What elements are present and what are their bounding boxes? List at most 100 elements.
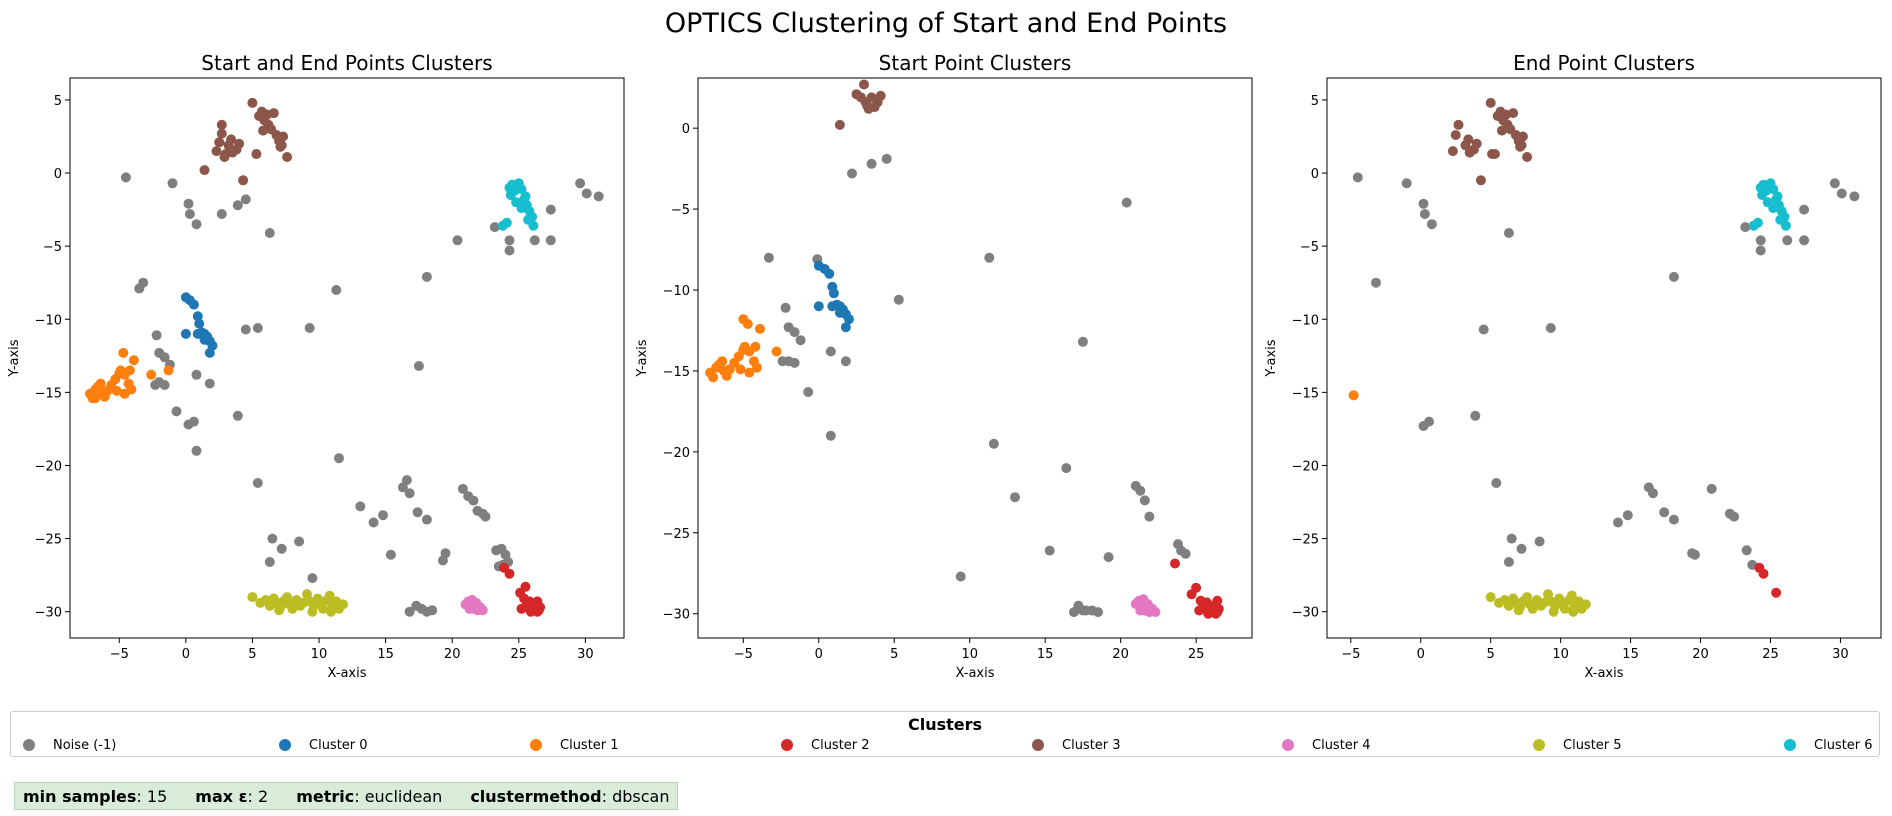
data-point [803,387,814,397]
y-tick-label: 0 [682,122,690,137]
data-point [267,533,278,544]
data-point [1849,191,1860,202]
data-point [1044,545,1055,556]
data-point [834,307,845,318]
data-point [216,209,227,219]
x-tick-label: 15 [377,647,394,662]
data-point [516,203,527,214]
data-point [1478,324,1489,335]
data-point [789,327,800,338]
y-tick-label: −10 [663,284,690,299]
data-point [1799,204,1810,215]
y-tick-label: −30 [35,606,62,621]
data-point [111,385,122,396]
figure-title: OPTICS Clustering of Start and End Point… [665,8,1227,39]
x-tick-label: 10 [961,647,978,662]
data-point [191,369,202,380]
data-point [118,347,129,358]
data-point [1755,182,1766,193]
legend-marker-cluster-4 [1282,739,1294,751]
y-tick-label: −5 [43,240,62,255]
data-point [1170,558,1180,569]
data-point [214,137,225,148]
data-point [1491,478,1502,488]
data-point [146,369,157,380]
y-tick-label: −20 [663,446,690,461]
data-point [247,592,258,603]
data-point [738,314,749,325]
axes-frame [69,77,625,639]
axes-frame [1326,77,1882,639]
data-point [427,605,438,616]
y-tick-label: 5 [54,94,62,109]
data-point [525,606,536,617]
data-point [199,165,210,176]
data-point [1348,390,1359,401]
data-point [1194,605,1205,616]
data-point [184,209,195,219]
data-point [1768,203,1779,214]
subplot-title: Start and End Points Clusters [201,51,492,75]
data-point [468,495,479,506]
legend-marker-cluster-5 [1533,739,1545,751]
data-point [955,571,966,582]
y-axis-label: Y-axis [635,339,650,377]
data-point [404,606,415,617]
data-point [1513,605,1524,616]
data-point [188,299,199,310]
data-point [1516,140,1527,151]
data-point [191,219,202,230]
data-point [1138,594,1149,605]
subplot-1: Start and End Points Clusters −5 0 5 10 15 20 2… [7,51,625,681]
data-point [1566,590,1577,601]
legend-marker-cluster-1 [530,739,542,751]
data-point [1487,149,1498,159]
data-point [504,235,515,246]
x-tick-label: 0 [182,647,190,662]
data-point [1139,495,1150,506]
data-point [708,372,719,383]
data-point [777,356,788,367]
legend-item-cluster-4: Cluster 4 [1282,737,1371,753]
legend-item-noise: Noise (-1) [23,737,116,753]
legend-marker-cluster-6 [1784,739,1796,751]
data-point [194,318,205,329]
data-point [252,478,263,488]
legend-label: Cluster 0 [309,737,368,753]
data-point [1755,245,1766,256]
data-point [1506,533,1517,544]
data-point [1401,178,1412,189]
data-point [1527,603,1538,614]
data-point [1121,197,1132,208]
x-tick-label: −5 [1341,647,1360,662]
data-point [988,438,999,449]
data-point [1371,277,1381,288]
param-value: : 15 [136,786,168,806]
data-point [834,119,845,130]
data-point [171,406,182,417]
legend-item-cluster-1: Cluster 1 [530,737,619,753]
data-point [457,483,468,494]
data-point [1755,235,1766,246]
data-point [252,323,263,333]
data-point [825,430,836,441]
data-point [751,362,762,373]
y-tick-label: −25 [35,533,62,548]
legend-label: Cluster 1 [560,737,619,753]
data-point [378,510,388,521]
y-tick-label: −15 [1292,386,1319,401]
y-axis-label: Y-axis [7,339,22,377]
data-point [828,288,839,299]
legend-title: Clusters [907,715,983,734]
x-axis-label: X-axis [956,666,995,681]
param-metric: metric: euclidean [296,787,442,806]
data-point [575,178,586,189]
data-point [480,511,491,522]
data-point [1352,172,1363,183]
data-point [413,361,424,371]
data-point [1496,125,1507,136]
data-point [247,97,258,108]
x-tick-label: 0 [1417,647,1425,662]
data-point [159,352,170,363]
data-point [717,356,728,367]
